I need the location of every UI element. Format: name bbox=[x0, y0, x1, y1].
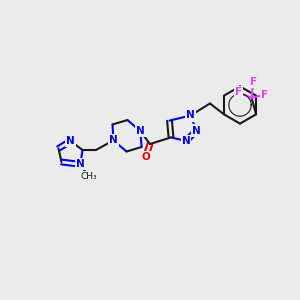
Text: F: F bbox=[235, 87, 242, 98]
Text: N: N bbox=[136, 126, 145, 136]
Text: F: F bbox=[250, 77, 257, 87]
Text: O: O bbox=[141, 152, 150, 163]
Text: CH₃: CH₃ bbox=[80, 172, 97, 181]
Text: N: N bbox=[182, 136, 190, 146]
Text: N: N bbox=[186, 110, 195, 121]
Text: F: F bbox=[261, 90, 268, 100]
Text: N: N bbox=[192, 125, 201, 136]
Text: N: N bbox=[109, 135, 118, 146]
Text: N: N bbox=[76, 159, 85, 170]
Text: N: N bbox=[66, 136, 75, 146]
